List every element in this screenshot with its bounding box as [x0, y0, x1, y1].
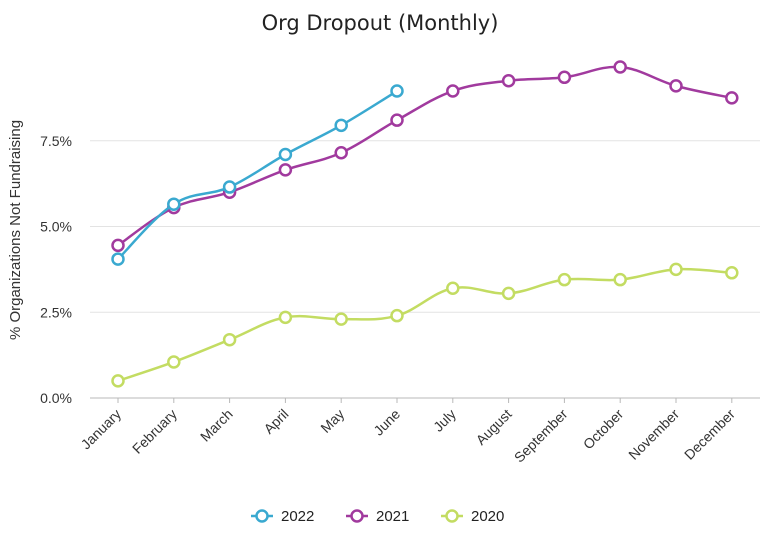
data-point-2022[interactable]	[111, 252, 125, 266]
data-point-2021[interactable]	[501, 73, 516, 88]
data-point-2020[interactable]	[278, 310, 293, 325]
data-point-2020[interactable]	[111, 374, 125, 388]
x-tick-label: September	[511, 406, 571, 466]
data-point-2020[interactable]	[501, 286, 516, 301]
legend: 2022 2021 2020	[251, 508, 504, 525]
x-tick-label: December	[681, 406, 738, 463]
data-point-2022[interactable]	[390, 84, 404, 98]
data-point-2022[interactable]	[278, 147, 293, 162]
legend-marker-icon	[255, 509, 269, 523]
data-point-2020[interactable]	[167, 355, 181, 369]
series-2021	[111, 60, 739, 253]
series-2020	[111, 262, 739, 388]
x-tick-label: November	[625, 406, 682, 463]
x-tick-label: January	[78, 406, 125, 453]
series-line-2021	[117, 65, 733, 247]
legend-marker-icon	[350, 509, 364, 523]
legend-label: 2020	[471, 508, 504, 525]
x-axis-ticks: January February March April May June July Augu…	[78, 398, 738, 466]
data-point-2022[interactable]	[167, 197, 181, 211]
series-2022	[111, 84, 404, 266]
data-point-2020[interactable]	[613, 272, 627, 287]
series-line-2020	[117, 267, 732, 383]
legend-item-2020[interactable]: 2020	[441, 508, 504, 525]
y-tick-label: 5.0%	[40, 219, 72, 235]
data-point-2021[interactable]	[557, 70, 572, 85]
data-point-2020[interactable]	[390, 308, 404, 323]
y-tick-label: 7.5%	[40, 133, 72, 149]
data-point-2022[interactable]	[334, 118, 348, 133]
x-tick-label: February	[129, 406, 180, 457]
legend-label: 2022	[281, 508, 314, 525]
x-tick-label: March	[197, 406, 236, 445]
y-axis-label: % Organizations Not Fundraising	[7, 120, 24, 340]
x-tick-label: July	[430, 406, 459, 435]
data-point-2020[interactable]	[334, 312, 348, 326]
data-point-2020[interactable]	[557, 272, 572, 287]
data-point-2020[interactable]	[725, 266, 739, 280]
data-point-2021[interactable]	[278, 163, 293, 177]
data-point-2021[interactable]	[111, 238, 125, 253]
x-tick-label: October	[580, 406, 627, 453]
x-tick-label: August	[473, 406, 515, 448]
y-axis-ticks: 0.0% 2.5% 5.0% 7.5%	[40, 133, 72, 406]
legend-item-2021[interactable]: 2021	[346, 508, 409, 525]
x-tick-label: May	[317, 406, 347, 436]
y-tick-label: 2.5%	[40, 304, 72, 320]
data-point-2021[interactable]	[390, 113, 404, 127]
data-point-2022[interactable]	[222, 180, 237, 194]
data-point-2021[interactable]	[613, 60, 627, 74]
data-point-2021[interactable]	[334, 146, 348, 160]
x-tick-label: June	[370, 406, 403, 439]
data-point-2020[interactable]	[446, 281, 460, 295]
legend-item-2022[interactable]: 2022	[251, 508, 314, 525]
legend-label: 2021	[376, 508, 409, 525]
series-layer	[111, 60, 739, 388]
data-point-2021[interactable]	[725, 91, 739, 105]
series-line-2022	[117, 89, 398, 260]
data-point-2021[interactable]	[669, 79, 683, 93]
data-point-2020[interactable]	[669, 262, 683, 277]
grid-lines	[90, 140, 760, 399]
data-point-2020[interactable]	[222, 332, 237, 347]
legend-marker-icon	[445, 509, 459, 523]
x-tick-label: April	[260, 406, 291, 437]
y-tick-label: 0.0%	[40, 390, 72, 406]
chart-title: Org Dropout (Monthly)	[262, 11, 499, 35]
data-point-2021[interactable]	[446, 84, 460, 98]
